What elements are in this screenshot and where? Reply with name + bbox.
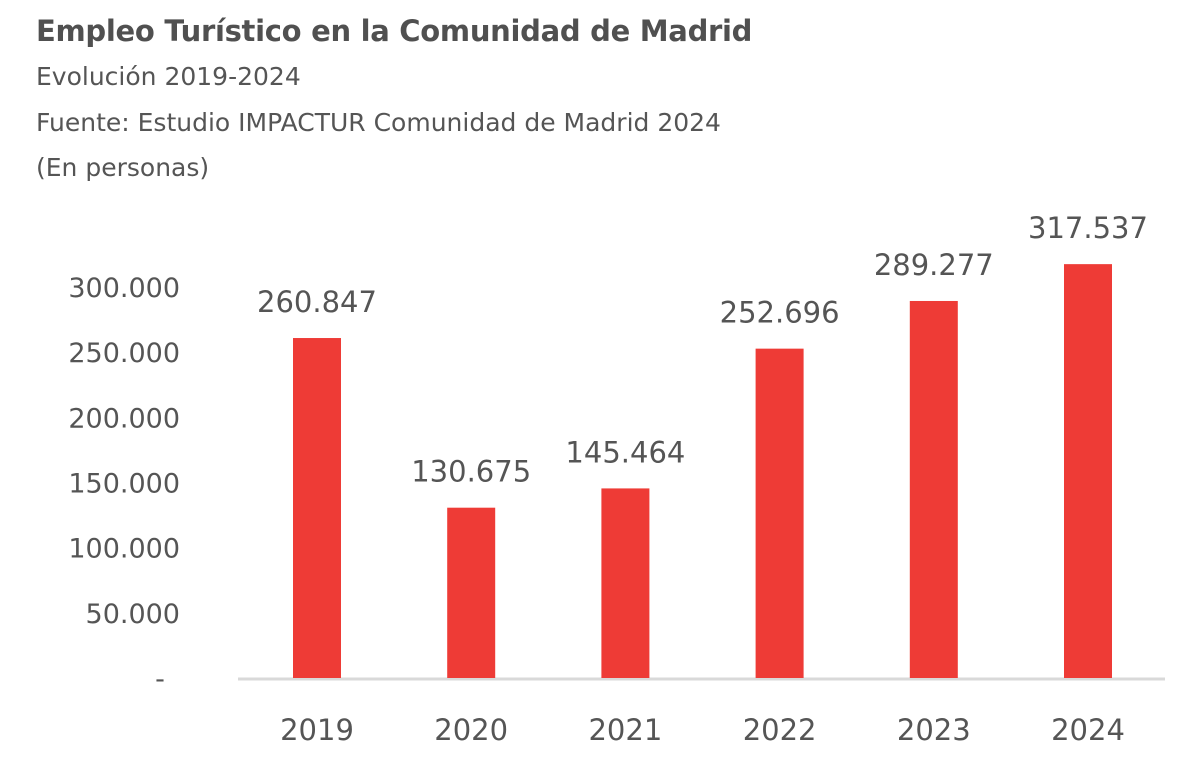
y-tick-label: 250.000: [68, 338, 180, 369]
y-tick-label: 100.000: [68, 534, 180, 565]
chart-subtitle: Evolución 2019-2024: [36, 62, 301, 91]
data-label: 317.537: [1028, 211, 1148, 245]
data-label: 289.277: [874, 248, 994, 282]
data-label: 260.847: [257, 285, 377, 319]
data-label: 130.675: [411, 455, 531, 489]
y-tick-label: 50.000: [86, 599, 180, 630]
x-tick-label: 2023: [897, 713, 971, 747]
bar-2022: [755, 348, 804, 678]
x-tick-label: 2022: [743, 713, 817, 747]
bar-2024: [1064, 264, 1112, 678]
y-tick-label: 200.000: [68, 403, 180, 434]
chart-source: Fuente: Estudio IMPACTUR Comunidad de Ma…: [36, 108, 721, 137]
x-tick-label: 2024: [1051, 713, 1125, 747]
bar-2019: [293, 338, 341, 678]
y-tick-label: 150.000: [68, 469, 180, 500]
bar-2021: [601, 488, 650, 678]
x-tick-label: 2021: [588, 713, 662, 747]
y-tick-label: 300.000: [68, 273, 180, 304]
chart-title: Empleo Turístico en la Comunidad de Madr…: [36, 14, 753, 48]
data-label: 252.696: [720, 296, 840, 330]
x-tick-label: 2019: [280, 713, 354, 747]
data-label: 145.464: [565, 435, 685, 469]
chart-unit-note: (En personas): [36, 153, 210, 182]
y-tick-label: -: [155, 664, 165, 695]
bar-2023: [909, 300, 958, 678]
bar-2020: [447, 507, 496, 678]
x-tick-label: 2020: [434, 713, 508, 747]
